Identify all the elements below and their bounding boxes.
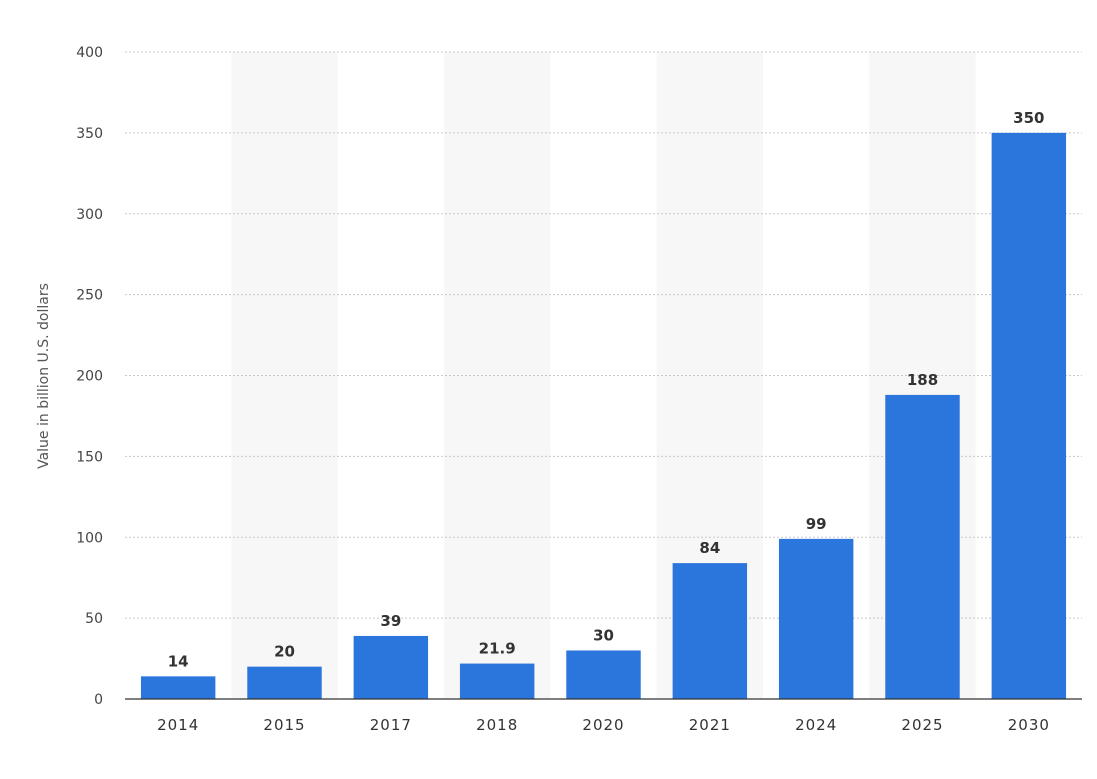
data-label: 20: [274, 643, 295, 661]
x-tick-label: 2018: [476, 716, 518, 734]
x-tick-label: 2017: [370, 716, 412, 734]
bar: [353, 635, 429, 699]
bar: [885, 394, 960, 699]
bar: [566, 650, 641, 699]
data-label: 30: [593, 626, 614, 644]
data-label: 350: [1013, 109, 1044, 127]
data-label: 188: [907, 371, 938, 389]
x-tick-label: 2021: [689, 716, 731, 734]
bar: [140, 676, 216, 699]
bar: [778, 538, 854, 699]
y-tick-label: 300: [76, 207, 103, 223]
data-label: 84: [699, 539, 720, 557]
bar: [247, 666, 322, 699]
x-tick-label: 2014: [157, 716, 199, 734]
y-tick-label: 350: [76, 126, 103, 142]
y-tick-label: 400: [76, 45, 103, 61]
y-tick-label: 50: [85, 611, 103, 627]
y-axis-label: Value in billion U.S. dollars: [36, 283, 52, 469]
y-tick-label: 250: [76, 288, 103, 304]
x-tick-label: 2030: [1008, 716, 1050, 734]
data-label: 14: [168, 652, 189, 670]
x-tick-label: 2024: [795, 716, 837, 734]
data-label: 99: [806, 515, 827, 533]
x-tick-label: 2020: [582, 716, 624, 734]
bar: [459, 663, 535, 699]
data-label: 21.9: [479, 640, 516, 658]
y-tick-label: 100: [76, 530, 103, 546]
bar: [991, 132, 1067, 699]
y-tick-label: 150: [76, 449, 103, 465]
x-tick-label: 2015: [263, 716, 305, 734]
y-tick-label: 200: [76, 369, 103, 385]
x-tick-label: 2025: [901, 716, 943, 734]
bar: [672, 563, 748, 699]
y-tick-label: 0: [94, 692, 103, 708]
data-label: 39: [380, 612, 401, 630]
